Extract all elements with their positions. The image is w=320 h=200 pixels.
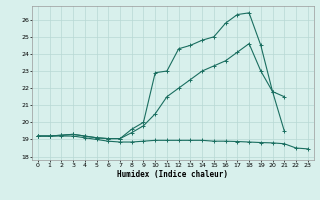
X-axis label: Humidex (Indice chaleur): Humidex (Indice chaleur) [117, 170, 228, 179]
